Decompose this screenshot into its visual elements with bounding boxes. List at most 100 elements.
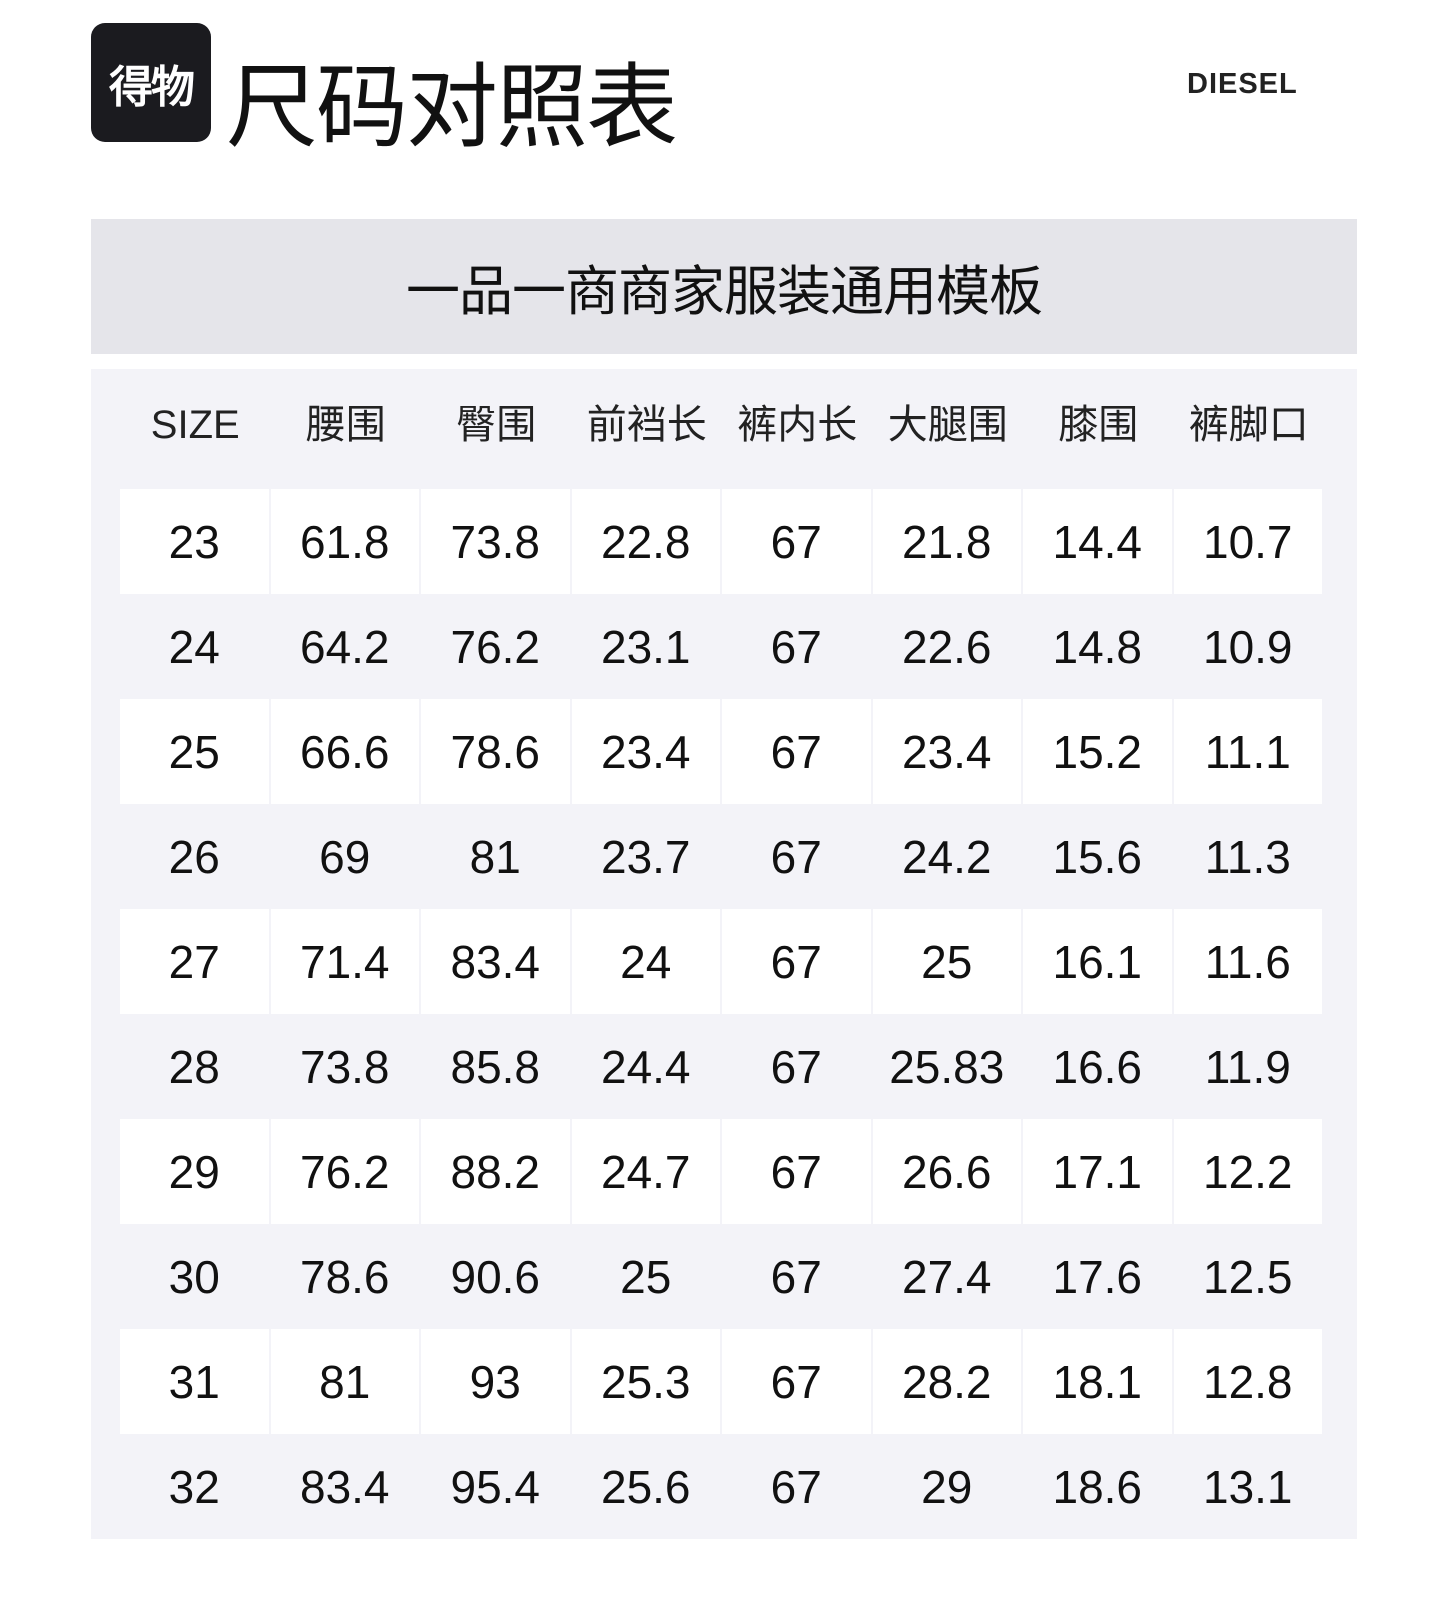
table-cell: 67 (722, 489, 871, 594)
table-cell: 67 (722, 1329, 871, 1434)
table-row: 29 76.2 88.2 24.7 67 26.6 17.1 12.2 (120, 1119, 1322, 1224)
table-cell: 21.8 (872, 489, 1021, 594)
table-cell: 25 (620, 1250, 672, 1303)
table-cell: 27.4 (901, 1250, 992, 1303)
table-cell: 22.8 (571, 489, 720, 594)
table-cell: 67 (770, 1040, 822, 1093)
table-cell: 28 (168, 1040, 220, 1093)
table-cell: 25 (120, 699, 269, 804)
table-cell: 28.2 (872, 1329, 1021, 1434)
table-cell: 29 (120, 1119, 269, 1224)
template-banner: 一品一商商家服装通用模板 (91, 219, 1357, 354)
logo-text: 得物 (109, 62, 195, 112)
table-cell: 23.7 (600, 830, 691, 883)
table-cell: 26 (168, 830, 220, 883)
table-cell: 23.4 (571, 699, 720, 804)
table-cell: 67 (770, 1250, 822, 1303)
table-cell: 23.1 (600, 620, 691, 673)
table-cell: 81 (469, 830, 521, 883)
table-cell: 76.2 (270, 1119, 419, 1224)
table-cell: 83.4 (421, 909, 570, 1014)
table-cell: 32 (168, 1460, 220, 1513)
table-cell: 14.8 (1052, 620, 1143, 673)
table-cell: 67 (722, 699, 871, 804)
table-cell: 90.6 (450, 1250, 541, 1303)
table-cell: 16.6 (1052, 1040, 1143, 1093)
table-cell: 64.2 (299, 620, 390, 673)
column-header: 臀围 (456, 403, 537, 447)
table-cell: 85.8 (450, 1040, 541, 1093)
table-cell: 69 (319, 830, 371, 883)
dewu-logo: 得物 (91, 23, 211, 142)
column-header: 裤脚口 (1188, 403, 1309, 447)
table-cell: 15.6 (1052, 830, 1143, 883)
table-cell: 73.8 (421, 489, 570, 594)
table-cell: 25.3 (571, 1329, 720, 1434)
table-cell: 18.1 (1023, 1329, 1172, 1434)
table-cell: 23.4 (872, 699, 1021, 804)
table-cell: 23 (120, 489, 269, 594)
table-cell: 67 (722, 909, 871, 1014)
page-title: 尺码对照表 (226, 57, 678, 159)
table-cell: 67 (722, 1119, 871, 1224)
table-cell: 12.2 (1173, 1119, 1322, 1224)
table-cell: 67 (770, 830, 822, 883)
table-cell: 67 (770, 1460, 822, 1513)
table-cell: 73.8 (299, 1040, 390, 1093)
table-row: 25 66.6 78.6 23.4 67 23.4 15.2 11.1 (120, 699, 1322, 804)
table-cell: 88.2 (421, 1119, 570, 1224)
table-cell: 30 (168, 1250, 220, 1303)
table-cell: 15.2 (1023, 699, 1172, 804)
table-cell: 24.7 (571, 1119, 720, 1224)
table-cell: 22.6 (901, 620, 992, 673)
table-cell: 24.4 (600, 1040, 691, 1093)
table-cell: 10.9 (1202, 620, 1293, 673)
table-cell: 26.6 (872, 1119, 1021, 1224)
column-header: 前裆长 (586, 403, 707, 447)
table-cell: 24.2 (901, 830, 992, 883)
table-cell: 71.4 (270, 909, 419, 1014)
table-cell: 25 (872, 909, 1021, 1014)
table-body: 23 61.8 73.8 22.8 67 21.8 14.4 10.7 24 64.2 76.2 23… (120, 489, 1322, 1539)
table-cell: 11.6 (1173, 909, 1322, 1014)
table-cell: 67 (770, 620, 822, 673)
table-cell: 12.5 (1202, 1250, 1293, 1303)
table-cell: 25.6 (600, 1460, 691, 1513)
column-header: 膝围 (1058, 403, 1139, 447)
table-cell: 11.1 (1173, 699, 1322, 804)
table-cell: 17.1 (1023, 1119, 1172, 1224)
table-cell: 11.3 (1204, 830, 1291, 883)
table-header: SIZE 腰围 臀围 前裆长 裤内长 大腿围 膝围 裤脚口 (120, 405, 1324, 445)
table-row: 31 81 93 25.3 67 28.2 18.1 12.8 (120, 1329, 1322, 1434)
column-header: 大腿围 (887, 403, 1008, 447)
table-cell: 12.8 (1173, 1329, 1322, 1434)
table-cell: 13.1 (1202, 1460, 1293, 1513)
table-cell: 61.8 (270, 489, 419, 594)
table-cell: 29 (921, 1460, 973, 1513)
table-cell: 25.83 (889, 1040, 1005, 1093)
column-header: SIZE (150, 403, 240, 447)
table-row: 23 61.8 73.8 22.8 67 21.8 14.4 10.7 (120, 489, 1322, 594)
table-row: 26 69 81 23.7 67 24.2 15.6 11.3 (120, 804, 1322, 909)
table-cell: 31 (120, 1329, 269, 1434)
table-cell: 76.2 (450, 620, 541, 673)
table-row: 24 64.2 76.2 23.1 67 22.6 14.8 10.9 (120, 594, 1322, 699)
table-cell: 66.6 (270, 699, 419, 804)
table-row: 28 73.8 85.8 24.4 67 25.83 16.6 11.9 (120, 1014, 1322, 1119)
brand-logo: DIESEL (1187, 68, 1298, 100)
table-cell: 27 (120, 909, 269, 1014)
table-cell: 78.6 (299, 1250, 390, 1303)
table-cell: 93 (421, 1329, 570, 1434)
table-cell: 95.4 (450, 1460, 541, 1513)
table-cell: 81 (270, 1329, 419, 1434)
table-cell: 18.6 (1052, 1460, 1143, 1513)
table-cell: 11.9 (1204, 1040, 1291, 1093)
table-cell: 17.6 (1052, 1250, 1143, 1303)
table-cell: 14.4 (1023, 489, 1172, 594)
table-cell: 16.1 (1023, 909, 1172, 1014)
table-cell: 10.7 (1173, 489, 1322, 594)
column-header: 腰围 (305, 403, 386, 447)
table-cell: 24 (571, 909, 720, 1014)
size-table: SIZE 腰围 臀围 前裆长 裤内长 大腿围 膝围 裤脚口 23 61.8 73.8 22.8 67 2… (91, 369, 1357, 1539)
table-cell: 83.4 (299, 1460, 390, 1513)
